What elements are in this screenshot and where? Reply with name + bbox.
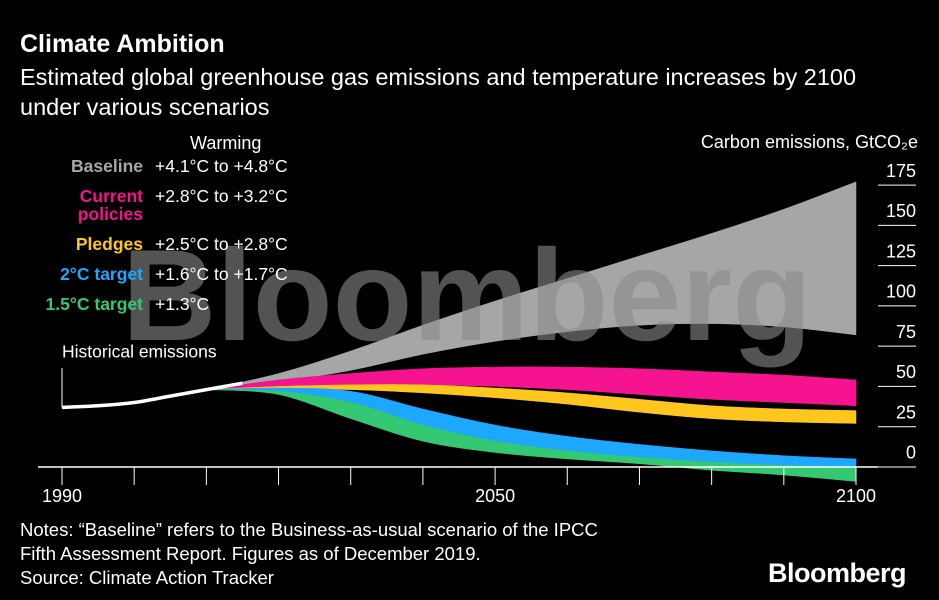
legend-row: 1.5°C target +1.3°C bbox=[0, 295, 340, 315]
legend-name: Current policies bbox=[77, 186, 143, 224]
band bbox=[206, 384, 857, 424]
x-tick-label: 1990 bbox=[42, 486, 82, 506]
legend-warming: +4.1°C to +4.8°C bbox=[155, 156, 288, 176]
x-tick-label: 2100 bbox=[836, 486, 876, 506]
legend-name-col: Pledges bbox=[0, 235, 143, 255]
legend-header: Warming bbox=[190, 133, 262, 153]
y-tick-label: 100 bbox=[886, 282, 916, 302]
annotation: Historical emissions bbox=[62, 342, 217, 362]
x-tick-label: 2050 bbox=[475, 486, 515, 506]
legend-name-col: 2°C target bbox=[0, 265, 143, 285]
legend-name-col: 1.5°C target bbox=[0, 295, 143, 315]
watermark: Bloomberg bbox=[122, 222, 812, 368]
legend-warming: +2.8°C to +3.2°C bbox=[155, 186, 288, 206]
logo: Bloomberg bbox=[768, 558, 907, 588]
y-axis-title: Carbon emissions, GtCO₂e bbox=[701, 132, 918, 152]
legend-warming: +2.5°C to +2.8°C bbox=[155, 234, 288, 254]
note-line: Fifth Assessment Report. Figures as of D… bbox=[20, 543, 481, 564]
y-tick-label: 150 bbox=[886, 201, 916, 221]
y-tick-label: 25 bbox=[896, 402, 916, 422]
legend: Baseline +4.1°C to +4.8°C Current policies… bbox=[0, 157, 340, 325]
note-line: Notes: “Baseline” refers to the Business… bbox=[20, 519, 598, 540]
legend-name: 1.5°C target bbox=[45, 294, 143, 314]
y-tick-label: 0 bbox=[906, 443, 916, 463]
legend-name: 2°C target bbox=[60, 264, 143, 284]
legend-name: Pledges bbox=[75, 234, 143, 254]
chart-subtitle: Estimated global greenhouse gas emission… bbox=[20, 64, 857, 120]
band bbox=[206, 181, 857, 390]
chart-title: Climate Ambition bbox=[20, 30, 225, 58]
legend-name-col: Current policies bbox=[0, 187, 143, 225]
legend-name-col: Baseline bbox=[0, 157, 143, 177]
historical-line bbox=[61, 381, 243, 410]
legend-row: Current policies +2.8°C to +3.2°C bbox=[0, 187, 340, 225]
legend-name: Baseline bbox=[71, 156, 143, 176]
y-tick-label: 75 bbox=[896, 322, 916, 342]
notes: Notes: “Baseline” refers to the Business… bbox=[20, 518, 598, 590]
legend-row: 2°C target +1.6°C to +1.7°C bbox=[0, 265, 340, 285]
legend-warming: +1.6°C to +1.7°C bbox=[155, 264, 288, 284]
legend-row: Pledges +2.5°C to +2.8°C bbox=[0, 235, 340, 255]
legend-row: Baseline +4.1°C to +4.8°C bbox=[0, 157, 340, 177]
legend-warming: +1.3°C bbox=[155, 294, 210, 314]
source: Source: Climate Action Tracker bbox=[20, 567, 274, 588]
y-tick-label: 50 bbox=[896, 362, 916, 382]
y-tick-label: 125 bbox=[886, 241, 916, 261]
y-tick-label: 175 bbox=[886, 161, 916, 181]
